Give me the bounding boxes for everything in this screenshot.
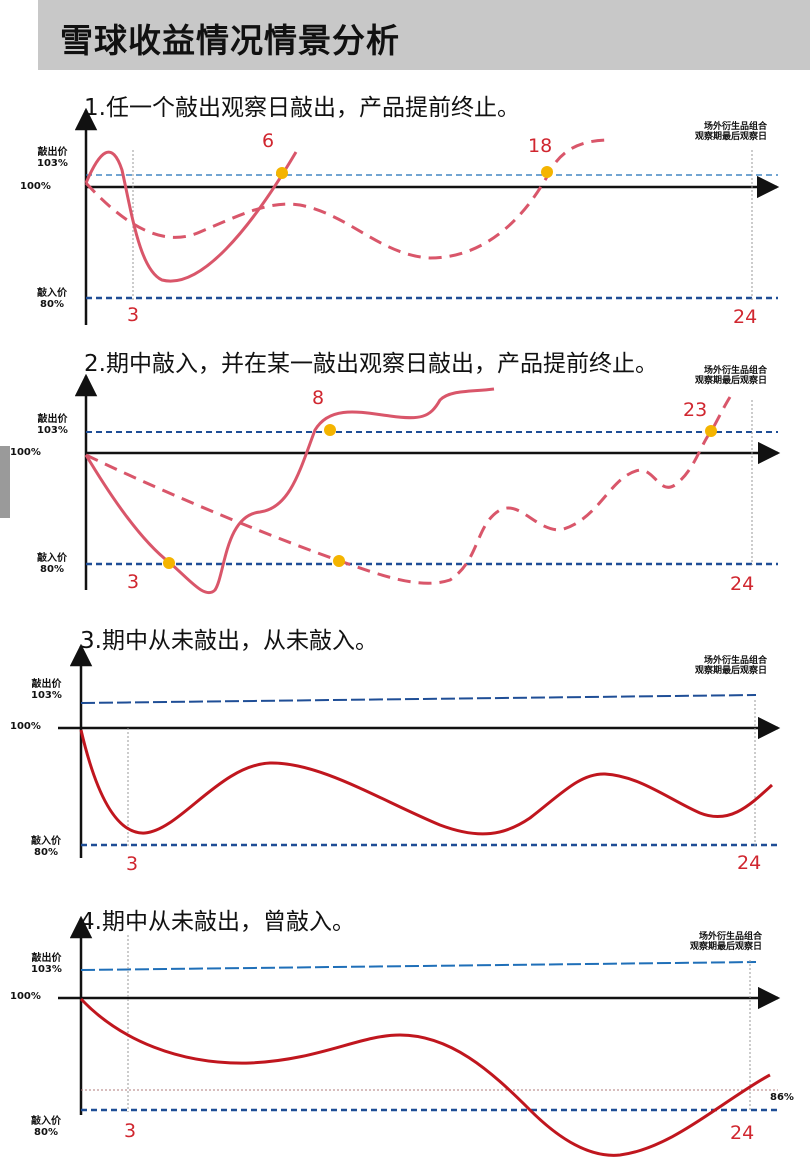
- path-b: [84, 138, 611, 260]
- initial-label: 100%: [20, 181, 51, 192]
- knock-out-point-6: [276, 167, 288, 179]
- scenario-1-diagram: [74, 107, 780, 325]
- marker-23: 23: [683, 399, 708, 421]
- marker-18: 18: [528, 135, 553, 157]
- final-day-note: 场外衍生品组合 观察期最后观察日: [690, 932, 763, 952]
- knock-in-point-b: [333, 555, 345, 567]
- knock-out-point-18: [541, 166, 553, 178]
- knock-out-line: [80, 961, 757, 971]
- final-day-note: 场外衍生品组合 观察期最后观察日: [695, 366, 768, 386]
- knock-out-label: 敲出价 103%: [31, 953, 62, 975]
- knock-out-line: [80, 694, 757, 704]
- knock-in-point: [163, 557, 175, 569]
- initial-label: 100%: [10, 991, 41, 1002]
- marker-8: 8: [312, 387, 325, 409]
- month-3-label: 3: [127, 304, 140, 326]
- scenario-3-diagram: [58, 643, 781, 858]
- scenario-1-title: 1.任一个敲出观察日敲出，产品提前终止。: [84, 95, 520, 121]
- scenario-2-title: 2.期中敲入，并在某一敲出观察日敲出，产品提前终止。: [84, 351, 658, 377]
- left-edge-bar: [0, 446, 10, 518]
- knock-in-label: 敲入价 80%: [37, 553, 67, 575]
- knock-out-label: 敲出价 103%: [37, 414, 68, 436]
- month-24-label: 24: [730, 1122, 755, 1144]
- knock-in-label: 敲入价 80%: [31, 1116, 61, 1138]
- month-3-label: 3: [127, 571, 140, 593]
- month-24-label: 24: [733, 306, 758, 328]
- initial-label: 100%: [10, 721, 41, 732]
- index-path: [79, 729, 774, 836]
- page-title: 雪球收益情况情景分析: [60, 21, 400, 60]
- marker-6: 6: [262, 130, 275, 152]
- knock-out-label: 敲出价 103%: [37, 147, 68, 169]
- level-86-label: 86%: [770, 1092, 794, 1103]
- knock-out-point-8: [324, 424, 336, 436]
- final-day-note: 场外衍生品组合 观察期最后观察日: [695, 656, 768, 676]
- month-3-label: 3: [126, 853, 139, 875]
- path-b: [85, 396, 732, 585]
- knock-in-label: 敲入价 80%: [37, 288, 67, 310]
- initial-label: 100%: [10, 447, 41, 458]
- path-a: [84, 387, 495, 595]
- title-bar: 雪球收益情况情景分析: [38, 0, 810, 70]
- final-day-note: 场外衍生品组合 观察期最后观察日: [695, 122, 768, 142]
- scenario-2-diagram: [74, 373, 781, 595]
- month-3-label: 3: [124, 1120, 137, 1142]
- scenario-3-title: 3.期中从未敲出，从未敲入。: [80, 628, 378, 654]
- knock-out-point-23: [705, 425, 717, 437]
- knock-out-label: 敲出价 103%: [31, 679, 62, 701]
- month-24-label: 24: [737, 852, 762, 874]
- scenario-4-title: 4.期中从未敲出，曾敲入。: [80, 909, 355, 935]
- knock-in-label: 敲入价 80%: [31, 836, 61, 858]
- index-path: [79, 997, 771, 1157]
- path-a: [84, 150, 298, 283]
- scenario-4-diagram: [58, 915, 781, 1157]
- month-24-label: 24: [730, 573, 755, 595]
